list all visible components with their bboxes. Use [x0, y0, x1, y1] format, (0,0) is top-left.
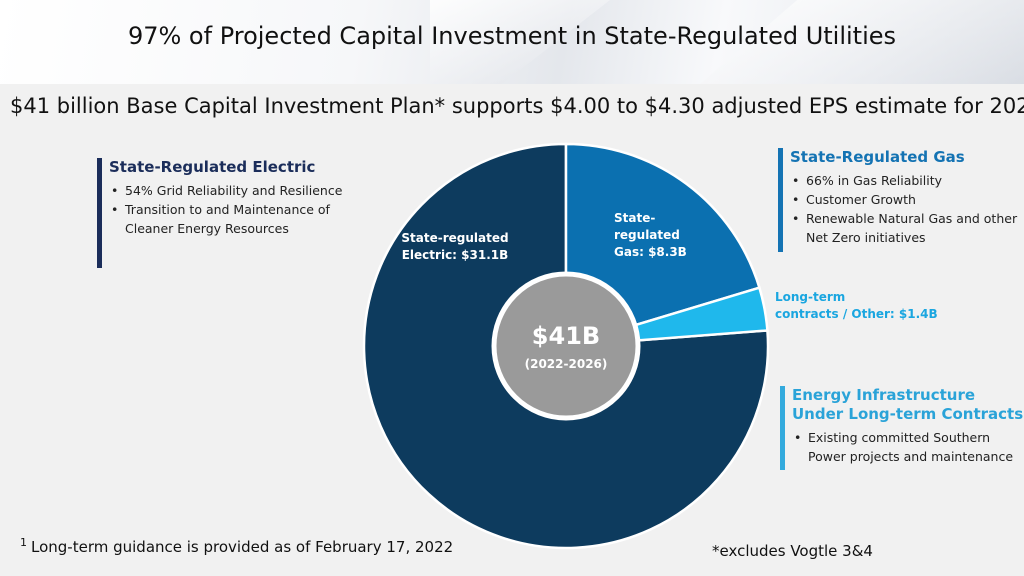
center-period-label: (2022-2026) — [525, 357, 608, 371]
infrastructure-callout-bar — [780, 386, 785, 470]
gas-callout: State-Regulated Gas 66% in Gas Reliabili… — [778, 148, 1024, 252]
gas-bullet-list: 66% in Gas Reliability Customer Growth R… — [790, 171, 1024, 247]
slide-subtitle: $41 billion Base Capital Investment Plan… — [10, 94, 1024, 118]
footnote: 1 Long-term guidance is provided as of Fe… — [20, 536, 453, 556]
infrastructure-callout: Energy Infrastructure Under Long-term Co… — [780, 386, 1024, 470]
infrastructure-heading-line: Energy Infrastructure — [792, 386, 976, 404]
infrastructure-bullet: Existing committed Southern Power projec… — [792, 428, 1024, 466]
slice-label-electric: State-regulated Electric: $31.1B — [401, 231, 508, 262]
electric-callout-bar — [97, 158, 102, 268]
title-band — [0, 0, 1024, 84]
footnote-text: Long-term guidance is provided as of Feb… — [31, 538, 454, 556]
infrastructure-heading-line: Under Long-term Contracts — [792, 405, 1024, 423]
gas-bullet: Renewable Natural Gas and other Net Zero… — [790, 209, 1024, 247]
slide-title: 97% of Projected Capital Investment in S… — [127, 22, 897, 50]
gas-bullet: Customer Growth — [790, 190, 1024, 209]
gas-bullet: 66% in Gas Reliability — [790, 171, 1024, 190]
electric-bullet: Transition to and Maintenance of Cleaner… — [109, 200, 357, 238]
infrastructure-bullet-list: Existing committed Southern Power projec… — [792, 428, 1024, 466]
subtitle-text: $41 billion Base Capital Investment Plan… — [10, 94, 1024, 118]
infrastructure-heading: Energy Infrastructure Under Long-term Co… — [792, 386, 1024, 424]
electric-bullet: 54% Grid Reliability and Resilience — [109, 181, 357, 200]
gas-callout-bar — [778, 148, 783, 252]
donut-center — [491, 271, 641, 421]
gas-heading: State-Regulated Gas — [790, 148, 965, 166]
electric-bullet-list: 54% Grid Reliability and Resilience Tran… — [109, 181, 357, 238]
excludes-note: *excludes Vogtle 3&4 — [712, 542, 873, 560]
slice-label-gas: State-regulated Gas: $8.3B — [614, 211, 687, 259]
center-total-label: $41B — [532, 322, 600, 350]
slice-label-contracts: Long-term contracts / Other: $1.4B — [775, 290, 938, 321]
electric-callout: State-Regulated Electric 54% Grid Reliab… — [97, 158, 357, 268]
electric-heading: State-Regulated Electric — [109, 158, 316, 176]
footnote-marker: 1 — [20, 536, 27, 549]
